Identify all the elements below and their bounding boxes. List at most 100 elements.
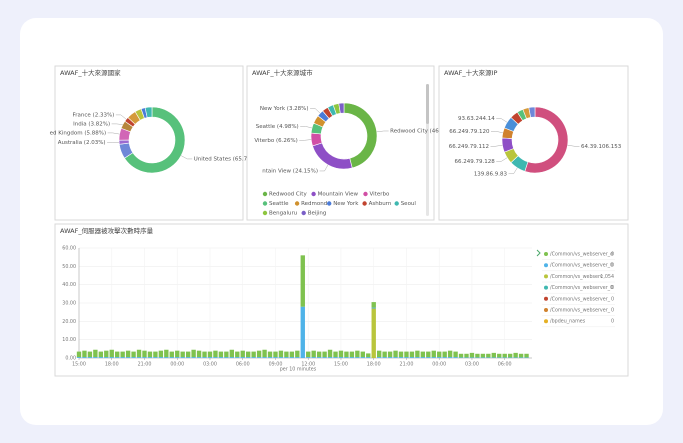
bar (409, 351, 415, 358)
bar (398, 357, 404, 358)
label-leader (111, 123, 123, 125)
slice-label: ed Kingdom (5.88%) (50, 130, 106, 136)
bar (360, 351, 365, 358)
legend-label: Beijing (308, 211, 327, 217)
slice-label: New York (3.28%) (260, 106, 309, 112)
bar (518, 353, 524, 358)
bar (415, 350, 420, 358)
bar (240, 350, 245, 358)
bar (191, 349, 196, 358)
slice-label: Viterbo (6.26%) (254, 138, 297, 144)
bar (207, 357, 213, 358)
legend-swatch (363, 191, 368, 197)
y-tick-label: 30.00 (62, 301, 76, 307)
bar (366, 357, 371, 358)
bar (229, 357, 235, 358)
slice-label: Seattle (4.98%) (256, 124, 299, 130)
bar (246, 351, 251, 358)
bar (164, 357, 169, 358)
bar (415, 357, 420, 358)
y-tick-label: 10.00 (62, 337, 76, 343)
legend-toggle[interactable] (536, 249, 541, 257)
slice-label: 66.249.79.120 (449, 129, 490, 135)
legend-label: Seattle (269, 201, 289, 207)
bar (82, 357, 87, 358)
label-leader (319, 164, 329, 172)
bar (327, 357, 333, 358)
bar (371, 308, 376, 358)
bar (202, 357, 207, 358)
bar (480, 353, 486, 358)
bar (125, 350, 131, 358)
bar (371, 302, 376, 308)
panel-title: AWAF_十大來源IP (444, 68, 498, 77)
bar (469, 357, 475, 358)
bar (387, 357, 393, 358)
bar (355, 350, 360, 358)
bar (131, 357, 136, 358)
bar (235, 351, 240, 358)
bar (175, 357, 180, 358)
bar (513, 352, 518, 358)
y-tick-label: 40.00 (62, 282, 76, 288)
bar (76, 357, 82, 358)
panel-title: AWAF_伺服器被攻擊次數時序量 (60, 226, 154, 235)
bar (289, 351, 295, 358)
panel (438, 65, 629, 221)
legend-label: /Common/vs_webserv (550, 274, 603, 280)
legend-label: /Common/vs_webserver_ (550, 296, 611, 302)
pie-slice (528, 106, 536, 118)
bar (404, 357, 409, 358)
bar (142, 357, 147, 358)
bar (409, 357, 415, 358)
x-tick-label: 06:00 (498, 362, 512, 368)
legend-swatch (544, 308, 548, 312)
bar (355, 357, 360, 358)
x-tick-label: 03:00 (203, 362, 217, 368)
bar (224, 357, 229, 358)
bar (98, 357, 104, 358)
bar (497, 353, 502, 358)
legend-total: 0 (611, 252, 614, 258)
bar (273, 357, 278, 358)
bar (295, 350, 300, 358)
bar (453, 351, 458, 358)
label-leader (310, 108, 321, 114)
legend-swatch (544, 296, 548, 301)
bar (142, 350, 147, 358)
label-leader (490, 131, 503, 134)
bar (442, 357, 447, 358)
bar (376, 350, 382, 358)
bar (240, 357, 245, 358)
bar (480, 357, 486, 358)
slice-label: United States (65.7 (194, 156, 248, 162)
bar (437, 351, 442, 358)
legend-swatch (262, 201, 268, 206)
bar (213, 350, 218, 358)
bar (295, 357, 300, 358)
slice-label: Australia (2.03%) (58, 140, 106, 146)
x-tick-label: 06:00 (236, 362, 250, 368)
x-tick-label: 21:00 (400, 362, 414, 368)
bar (469, 352, 475, 358)
bar (382, 351, 387, 358)
bar (447, 350, 453, 358)
bar (136, 349, 142, 358)
bar (278, 350, 284, 358)
bar (333, 357, 338, 358)
bar (398, 351, 404, 358)
bar (437, 357, 442, 358)
scrollbar-thumb[interactable] (426, 84, 429, 124)
bar (284, 351, 289, 358)
bar (278, 357, 284, 358)
legend-label: Redwood City (269, 192, 307, 198)
bar (475, 353, 480, 358)
slice-label: 93.63.244.14 (458, 116, 495, 122)
legend-swatch (544, 263, 548, 268)
bar (229, 349, 235, 358)
bar (256, 357, 262, 358)
bar (316, 357, 322, 358)
bar (82, 350, 87, 358)
bar (426, 357, 431, 358)
